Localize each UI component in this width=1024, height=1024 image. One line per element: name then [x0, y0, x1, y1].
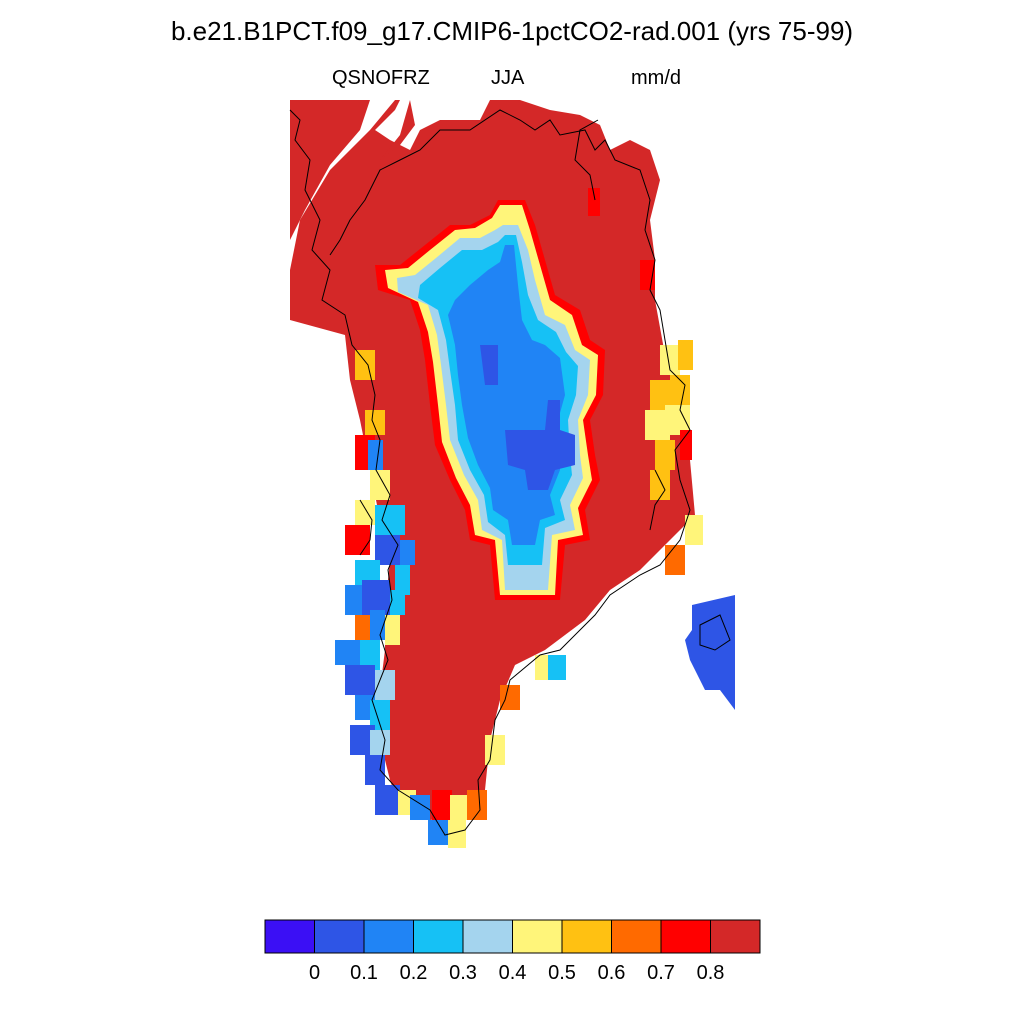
colorbar-tick-label: 0.8: [697, 962, 725, 984]
colorbar-tick-label: 0.1: [350, 962, 378, 984]
east-cell: [665, 545, 685, 575]
map-title: b.e21.B1PCT.f09_g17.CMIP6-1pctCO2-rad.00…: [170, 16, 854, 46]
west-cell: [390, 590, 405, 615]
colorbar-tick-label: 0.4: [499, 962, 527, 984]
iceland: [685, 595, 735, 710]
west-cell: [345, 585, 365, 615]
west-cell: [368, 440, 383, 470]
west-cell: [428, 820, 448, 845]
west-cell: [360, 640, 380, 670]
colorbar-box: [512, 919, 563, 954]
east-cell: [660, 345, 680, 375]
west-cell: [335, 640, 360, 665]
west-cell: [432, 790, 452, 820]
colorbar-box: [363, 919, 414, 954]
west-cell: [355, 500, 375, 525]
west-cell: [370, 700, 390, 730]
west-cell: [362, 580, 390, 615]
east-cell: [685, 515, 703, 545]
colorbar-box: [462, 919, 513, 954]
west-cell: [375, 670, 395, 700]
colorbar-box: [710, 919, 761, 954]
ice-sheet-north-ledge: [380, 100, 415, 160]
colorbar-box: [264, 919, 315, 954]
west-cell: [410, 795, 430, 820]
east-cell: [588, 188, 600, 216]
east-cell: [650, 380, 670, 410]
colorbar-labels: 0 0.1 0.2 0.3 0.4 0.5 0.6 0.7 0.8: [309, 962, 724, 984]
west-cell: [385, 615, 400, 645]
west-cell: [365, 410, 385, 435]
colorbar-tick-label: 0.2: [400, 962, 428, 984]
west-cell: [448, 820, 466, 848]
south-cell: [485, 735, 505, 765]
colorbar-tick-label: 0.7: [647, 962, 675, 984]
west-cell: [345, 665, 375, 695]
west-cell: [370, 730, 390, 755]
colorbar-tick-label: 0.3: [449, 962, 477, 984]
colorbar-tick-label: 0.6: [598, 962, 626, 984]
west-cell: [370, 610, 385, 640]
season-label: JJA: [491, 67, 525, 89]
colorbar-box: [314, 919, 365, 954]
dome-dark-blue-center: [480, 345, 498, 385]
west-cell: [375, 785, 400, 815]
colorbar-box: [660, 919, 711, 954]
colorbar-box: [611, 919, 662, 954]
west-cell: [370, 470, 390, 500]
coastline: [289, 109, 731, 836]
colorbar-box: [413, 919, 464, 954]
west-cell: [400, 540, 415, 565]
colorbar: [264, 919, 761, 954]
colorbar-tick-label: 0.5: [548, 962, 576, 984]
east-cell: [678, 340, 693, 370]
units-label: mm/d: [631, 67, 681, 89]
east-cell: [680, 430, 692, 460]
west-cell: [395, 565, 410, 595]
west-cell: [450, 795, 468, 820]
east-cell: [650, 470, 670, 500]
colorbar-box: [561, 919, 612, 954]
south-cell: [500, 685, 520, 710]
dome-dark-blue-south: [505, 400, 575, 490]
west-cell: [365, 755, 385, 785]
west-cell: [375, 505, 405, 535]
east-cell: [655, 440, 675, 470]
east-cell: [670, 375, 690, 405]
south-cell: [535, 655, 550, 680]
west-cell: [345, 525, 370, 555]
south-cell: [548, 655, 566, 680]
west-cell: [355, 350, 375, 380]
colorbar-tick-label: 0: [309, 962, 320, 984]
west-cell: [467, 790, 487, 820]
ice-sheet-northwest-lobe: [290, 100, 370, 240]
variable-label: QSNOFRZ: [332, 67, 430, 89]
